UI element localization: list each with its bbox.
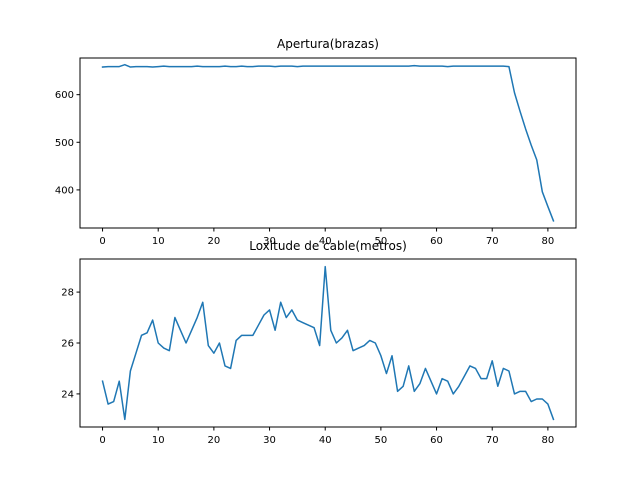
y-tick-label: 600 [55,90,74,101]
x-tick-label: 80 [542,435,555,446]
x-tick-label: 70 [486,435,499,446]
x-tick-label: 30 [263,236,276,247]
y-tick-label: 24 [61,389,74,400]
x-tick-label: 50 [375,435,388,446]
chart-title: Loxitude de cable(metros) [249,239,407,253]
series-line [101,265,555,421]
x-tick-label: 0 [99,435,105,446]
x-tick-label: 60 [430,236,443,247]
x-tick-label: 60 [430,435,443,446]
y-tick-label: 500 [55,138,74,149]
x-tick-label: 10 [152,435,165,446]
subplot-apertura: Apertura(brazas) 0 10 20 30 40 50 60 70 80 400 500… [55,37,577,247]
x-tick-label: 0 [99,236,105,247]
x-tick-label: 10 [152,236,165,247]
ticks-group: 0 10 20 30 40 50 60 70 80 24 26 28 [61,288,554,446]
x-tick-label: 40 [319,435,332,446]
x-tick-label: 50 [375,236,388,247]
axes-frame [79,57,577,229]
subplot-loxitude: Loxitude de cable(metros) 0 10 20 30 40 50 60 7… [61,239,577,446]
y-tick-label: 26 [61,339,74,350]
x-tick-label: 20 [208,236,221,247]
series-line [101,63,555,222]
chart-title: Apertura(brazas) [277,37,379,51]
x-tick-label: 30 [263,435,276,446]
ticks-group: 0 10 20 30 40 50 60 70 80 400 500 600 [55,90,554,247]
x-tick-label: 20 [208,435,221,446]
axes-frame [79,258,577,428]
y-tick-label: 400 [55,185,74,196]
x-tick-label: 70 [486,236,499,247]
y-tick-label: 28 [61,288,74,299]
x-tick-label: 40 [319,236,332,247]
x-tick-label: 80 [542,236,555,247]
